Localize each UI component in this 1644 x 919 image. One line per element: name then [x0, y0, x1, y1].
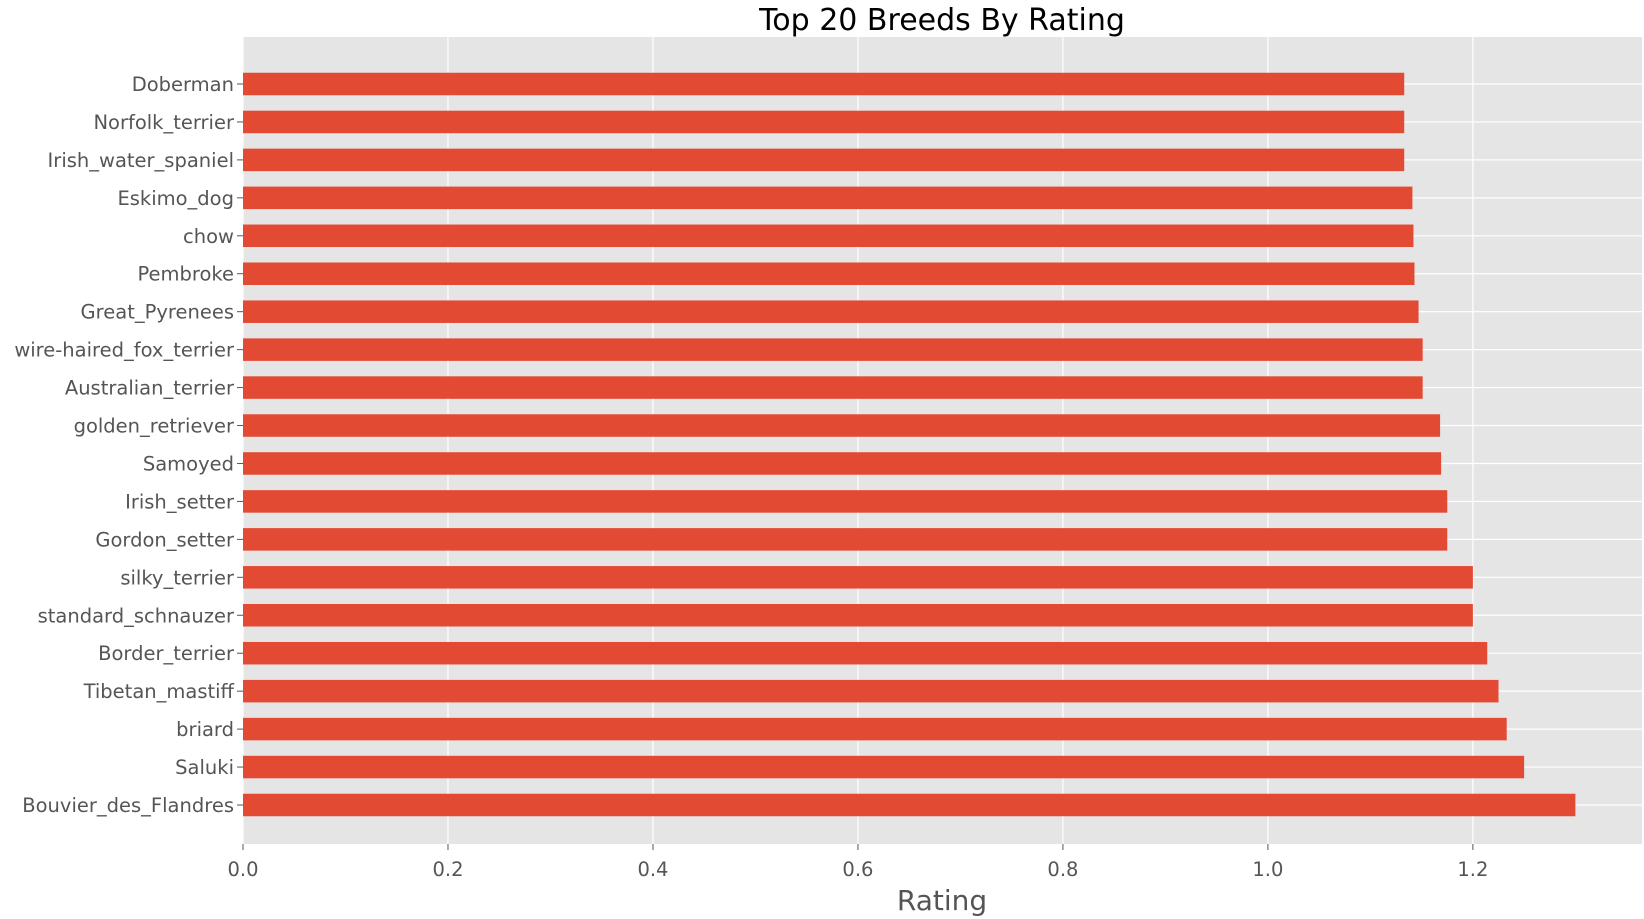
- bar-Bouvier_des_Flandres: [243, 793, 1576, 817]
- x-tick-label: 0.2: [432, 858, 463, 881]
- bar-briard: [243, 717, 1507, 741]
- bars: [243, 72, 1576, 817]
- x-axis-label: Rating: [897, 884, 987, 917]
- y-tick-label: Bouvier_des_Flandres: [22, 794, 234, 817]
- bar-Doberman: [243, 72, 1405, 96]
- y-tick-label: standard_schnauzer: [38, 604, 235, 627]
- bar-standard_schnauzer: [243, 604, 1473, 627]
- y-tick-label: Australian_terrier: [65, 377, 235, 400]
- y-tick-label: Irish_setter: [125, 490, 235, 513]
- y-tick-label: Gordon_setter: [95, 528, 235, 551]
- x-tick-label: 1.2: [1457, 858, 1488, 881]
- bar-Irish_setter: [243, 490, 1448, 513]
- bar-silky_terrier: [243, 566, 1473, 589]
- x-axis-ticks: 0.0 0.2 0.4 0.6 0.8 1.0 1.2: [227, 844, 1488, 881]
- y-tick-label: silky_terrier: [120, 566, 235, 589]
- y-tick-label: Border_terrier: [98, 642, 235, 665]
- x-tick-label: 0.0: [227, 858, 258, 881]
- y-tick-label: Pembroke: [137, 263, 234, 286]
- x-tick-label: 1.0: [1252, 858, 1283, 881]
- chart-title: Top 20 Breeds By Rating: [758, 3, 1125, 38]
- bar-Norfolk_terrier: [243, 110, 1405, 134]
- y-tick-label: wire-haired_fox_terrier: [14, 339, 235, 362]
- x-tick-label: 0.8: [1047, 858, 1078, 881]
- y-axis-ticks: Bouvier_des_Flandres Saluki briard Tibetan_…: [14, 73, 243, 817]
- bar-Border_terrier: [243, 641, 1488, 665]
- y-tick-label: Saluki: [175, 756, 234, 779]
- y-tick-label: Samoyed: [143, 452, 234, 475]
- y-tick-label: golden_retriever: [74, 415, 235, 438]
- bar-Eskimo_dog: [243, 186, 1413, 210]
- y-tick-label: briard: [176, 718, 234, 741]
- bar-chow: [243, 224, 1414, 248]
- plot-background: [243, 37, 1642, 844]
- bar-Samoyed: [243, 452, 1442, 475]
- bar-Tibetan_mastiff: [243, 679, 1499, 703]
- y-tick-label: Tibetan_mastiff: [83, 680, 235, 703]
- y-tick-label: Eskimo_dog: [117, 187, 234, 210]
- y-tick-label: Great_Pyrenees: [81, 301, 234, 324]
- bar-Saluki: [243, 755, 1525, 779]
- x-tick-label: 0.6: [842, 858, 873, 881]
- bar-golden_retriever: [243, 414, 1441, 437]
- x-tick-label: 0.4: [637, 858, 668, 881]
- y-tick-label: Norfolk_terrier: [93, 111, 235, 134]
- y-tick-label: Irish_water_spaniel: [48, 149, 234, 172]
- bar-wire-haired_fox_terrier: [243, 338, 1423, 361]
- bar-Pembroke: [243, 262, 1415, 285]
- bar-Irish_water_spaniel: [243, 148, 1405, 172]
- bar-Great_Pyrenees: [243, 300, 1419, 323]
- bar-Gordon_setter: [243, 528, 1448, 551]
- y-tick-label: Doberman: [132, 73, 234, 96]
- bar-Australian_terrier: [243, 376, 1423, 399]
- y-tick-label: chow: [183, 225, 234, 248]
